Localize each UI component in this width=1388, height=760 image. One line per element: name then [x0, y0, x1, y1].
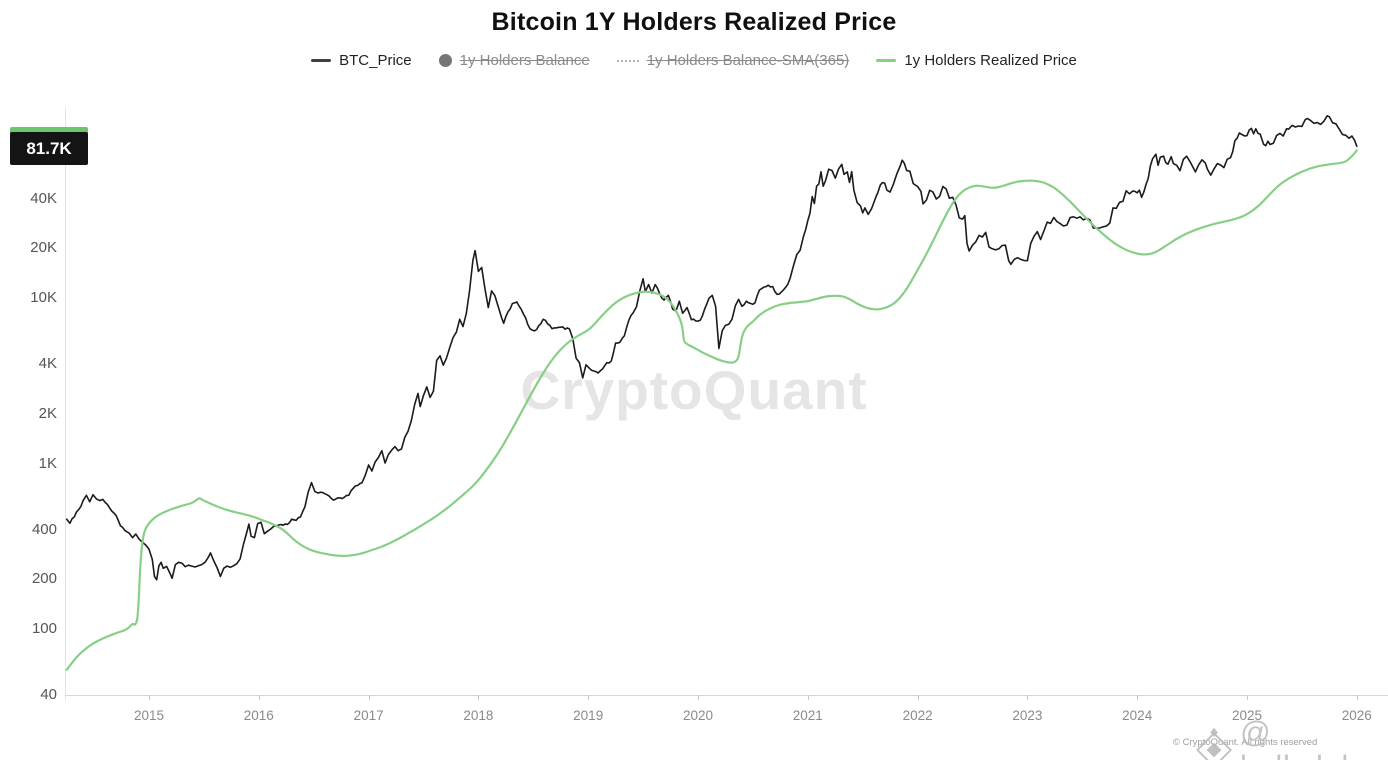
legend-item-1y-holders-balance[interactable]: 1y Holders Balance	[438, 52, 590, 69]
bullclub-watermark: @ bull.club	[1190, 716, 1388, 760]
legend-label-btc-price: BTC_Price	[339, 52, 412, 69]
y-axis-label-text: 40K	[30, 189, 57, 207]
y-axis-label-text: 100	[31, 620, 57, 638]
y-axis-label-text: 1K	[38, 454, 57, 472]
x-axis-tick-2016	[258, 695, 260, 700]
x-axis-label-2025: 2025	[1231, 708, 1263, 723]
x-axis-label-2022: 2022	[902, 708, 933, 723]
x-axis-label-2023: 2023	[1012, 708, 1043, 723]
legend-swatch-1y-holders-realized-price-line-icon	[876, 59, 897, 62]
x-axis-label-2018: 2018	[463, 708, 494, 723]
legend: BTC_Price 1y Holders Balance 1y Holders Ba…	[0, 52, 1388, 69]
x-axis-tick-2017	[368, 695, 370, 700]
x-axis-tick-2022	[917, 695, 919, 700]
btc-price-line	[65, 115, 1358, 581]
y-axis-label-text: 2K	[38, 404, 57, 422]
x-axis-tick-2018	[478, 695, 480, 700]
x-axis-tick-2019	[588, 695, 590, 700]
x-axis-label-2020: 2020	[682, 708, 714, 723]
x-axis-line	[65, 695, 1388, 696]
y-axis-label-text: 10K	[30, 289, 57, 307]
x-axis-tick-2021	[807, 695, 809, 700]
legend-swatch-1y-holders-balance-sma-365-line-icon	[616, 59, 639, 62]
x-axis-tick-2025	[1247, 695, 1248, 700]
x-axis-tick-2026	[1356, 695, 1358, 700]
legend-label-1y-holders-balance-sma-365: 1y Holders Balance-SMA(365)	[646, 52, 850, 69]
x-axis-label-2019: 2019	[573, 708, 604, 723]
x-axis-label-2026: 2026	[1341, 708, 1372, 723]
y-axis-label-text: 4K	[38, 355, 57, 372]
x-axis-label-2024: 2024	[1122, 708, 1153, 723]
y-axis-label-text: 200	[31, 570, 57, 588]
legend-label-1y-holders-realized-price: 1y Holders Realized Price	[904, 52, 1077, 69]
x-axis-tick-2024	[1137, 695, 1139, 700]
y-axis-label-text: 40	[40, 686, 57, 703]
legend-item-1y-holders-balance-sma-365[interactable]: 1y Holders Balance-SMA(365)	[616, 52, 850, 69]
legend-swatch-1y-holders-balance-circle-icon	[438, 54, 452, 67]
x-axis-tick-2023	[1027, 695, 1029, 700]
current-price-badge: 81.7K	[10, 132, 88, 165]
legend-label-1y-holders-balance: 1y Holders Balance	[459, 52, 590, 69]
x-axis-label-2021: 2021	[792, 708, 823, 723]
1y-holders-realized-price-line	[65, 149, 1358, 671]
x-axis-label-2016: 2016	[243, 708, 274, 723]
green-series-badge-peek	[10, 127, 88, 133]
diamond-ornament-icon	[1196, 727, 1233, 760]
y-axis-label-text: 20K	[30, 239, 57, 257]
page-title: Bitcoin 1Y Holders Realized Price	[491, 8, 897, 36]
y-axis-label-text: 400	[31, 520, 57, 538]
y-axis-line	[65, 108, 66, 700]
copyright-text: © CryptoQuant. All rights reserved	[1173, 737, 1318, 748]
x-axis-label-2017: 2017	[353, 708, 384, 723]
legend-swatch-btc-price-line-icon	[311, 59, 332, 62]
legend-item-btc-price[interactable]: BTC_Price	[311, 52, 412, 69]
x-axis-label-2015: 2015	[133, 708, 165, 723]
bullclub-watermark-text: @ bull.club	[1240, 716, 1358, 760]
legend-item-1y-holders-realized-price[interactable]: 1y Holders Realized Price	[876, 52, 1077, 69]
x-axis-tick-2020	[698, 695, 699, 700]
cryptoquant-watermark: CryptoQuant	[520, 359, 868, 421]
x-axis-tick-2015	[149, 695, 150, 700]
